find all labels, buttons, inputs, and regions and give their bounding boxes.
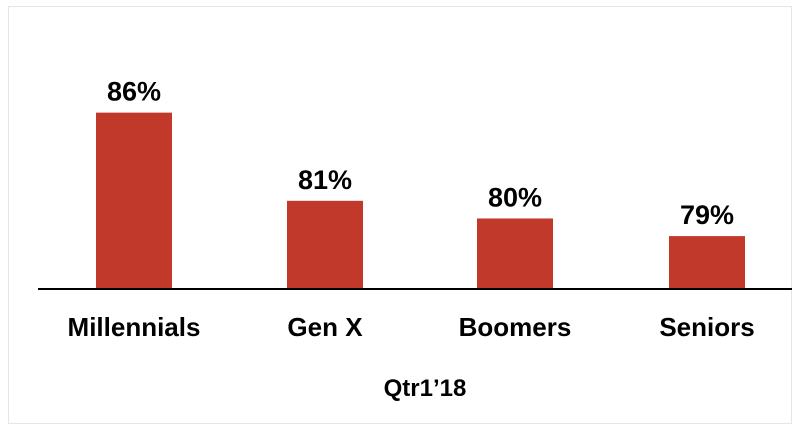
data-labels-group: 86% 81% 80% 79%	[107, 77, 734, 230]
bar-boomers	[477, 218, 553, 289]
bar-gen-x	[287, 200, 363, 289]
bars-group	[96, 112, 745, 290]
data-label-boomers: 80%	[488, 182, 542, 212]
category-label-boomers: Boomers	[459, 312, 572, 342]
bar-millennials	[96, 112, 172, 290]
bar-seniors	[669, 236, 745, 289]
category-label-millennials: Millennials	[68, 312, 201, 342]
data-label-seniors: 79%	[680, 200, 734, 230]
data-label-gen-x: 81%	[298, 165, 352, 195]
category-labels-group: Millennials Gen X Boomers Seniors	[68, 312, 755, 342]
x-axis-title: Qtr1’18	[384, 375, 467, 402]
category-label-gen-x: Gen X	[287, 312, 363, 342]
category-label-seniors: Seniors	[659, 312, 754, 342]
data-label-millennials: 86%	[107, 77, 161, 107]
